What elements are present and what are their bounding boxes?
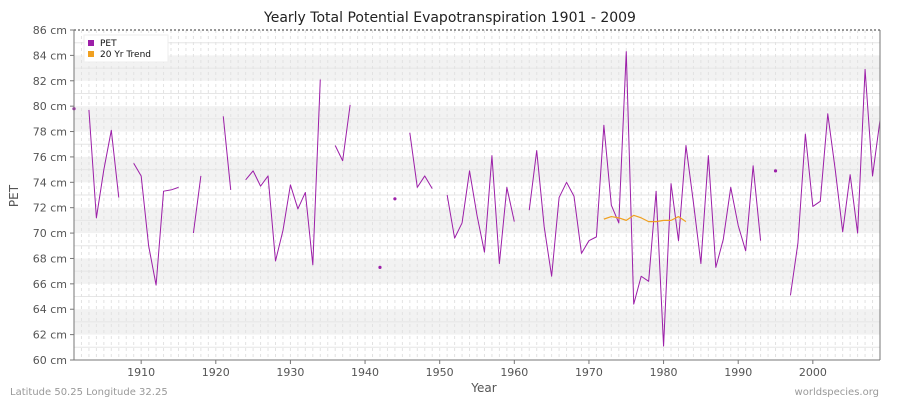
pet-point (378, 265, 382, 269)
x-tick-label: 2000 (799, 366, 827, 379)
y-tick-label: 62 cm (33, 329, 67, 342)
pet-point (393, 197, 397, 201)
pet-series-line (334, 104, 351, 162)
y-axis-label: PET (7, 184, 21, 207)
x-tick-label: 1910 (127, 366, 155, 379)
pet-series-line (789, 68, 881, 296)
x-tick-label: 1950 (426, 366, 454, 379)
x-axis-label: Year (470, 381, 496, 395)
pet-series-line (409, 132, 433, 189)
pet-series-line (222, 116, 232, 190)
pet-series-line (245, 79, 321, 266)
pet-series-line (133, 163, 179, 286)
y-tick-label: 86 cm (33, 24, 67, 37)
y-tick-label: 68 cm (33, 252, 67, 265)
pet-point (773, 169, 778, 173)
pet-series-line (446, 155, 515, 265)
y-tick-label: 76 cm (33, 151, 67, 164)
series-layer (72, 51, 881, 347)
legend-box (83, 34, 169, 63)
pet-series-line (528, 51, 762, 347)
pet-series-line (88, 109, 120, 219)
y-tick-label: 74 cm (33, 176, 67, 189)
legend: PET 20 Yr Trend (83, 34, 169, 63)
legend-label-trend: 20 Yr Trend (100, 50, 151, 60)
y-tick-label: 64 cm (33, 303, 67, 316)
tick-labels: 60 cm 62 cm 64 cm 66 cm 68 cm 70 cm 72 cm 74 cm… (33, 24, 827, 379)
chart-title: Yearly Total Potential Evapotranspiratio… (263, 10, 636, 26)
pet-series-line (192, 175, 202, 234)
axes (70, 29, 881, 364)
y-tick-label: 60 cm (33, 354, 67, 367)
x-tick-label: 1960 (500, 366, 528, 379)
legend-swatch-pet (88, 40, 94, 46)
y-tick-label: 82 cm (33, 75, 67, 88)
y-tick-label: 70 cm (33, 227, 67, 240)
x-tick-label: 1970 (575, 366, 603, 379)
y-tick-label: 66 cm (33, 278, 67, 291)
y-tick-label: 84 cm (33, 49, 67, 62)
footer-credit: worldspecies.org (795, 387, 879, 398)
y-tick-label: 78 cm (33, 126, 67, 139)
legend-label-pet: PET (100, 39, 117, 49)
x-tick-label: 1920 (202, 366, 230, 379)
footer-location: Latitude 50.25 Longitude 32.25 (10, 387, 168, 398)
x-tick-label: 1980 (650, 366, 678, 379)
y-tick-label: 72 cm (33, 202, 67, 215)
x-tick-label: 1990 (724, 366, 752, 379)
y-tick-label: 80 cm (33, 100, 67, 113)
legend-swatch-trend (88, 51, 94, 57)
x-tick-label: 1940 (351, 366, 379, 379)
trend-series-line (603, 214, 687, 223)
x-tick-label: 1930 (276, 366, 304, 379)
